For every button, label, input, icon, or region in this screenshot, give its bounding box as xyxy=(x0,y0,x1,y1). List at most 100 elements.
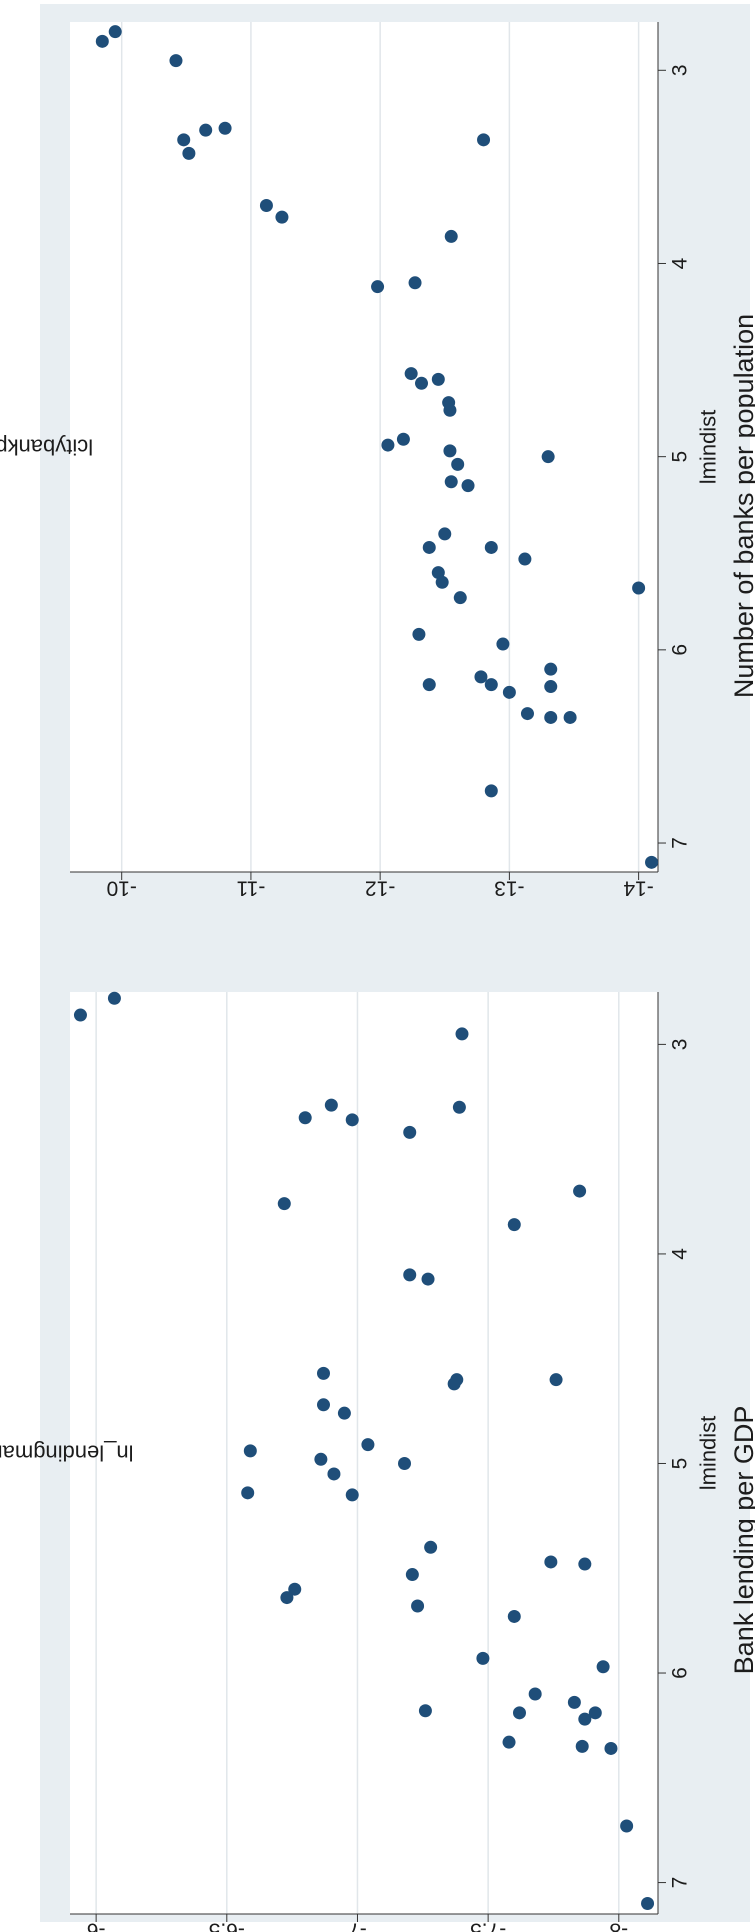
bottom-data-point xyxy=(507,1609,521,1623)
bottom-data-point xyxy=(575,1739,589,1753)
bottom-data-point xyxy=(277,1197,291,1211)
top-data-point xyxy=(431,372,445,386)
bottom-data-point xyxy=(502,1735,516,1749)
top-data-point xyxy=(520,707,534,721)
bottom-data-point xyxy=(327,1467,341,1481)
top-data-point xyxy=(404,367,418,381)
top-data-point xyxy=(435,575,449,589)
bottom-data-point xyxy=(241,1486,255,1500)
top-data-point xyxy=(438,527,452,541)
top-data-point xyxy=(484,784,498,798)
bottom-data-point xyxy=(573,1184,587,1198)
bottom-data-point xyxy=(316,1398,330,1412)
bottom-data-point xyxy=(411,1599,425,1613)
bottom-data-point xyxy=(298,1111,312,1125)
bottom-data-point xyxy=(316,1366,330,1380)
top-data-point xyxy=(218,121,232,135)
bottom-data-point xyxy=(455,1027,469,1041)
top-x-tick-label: 4 xyxy=(669,257,692,269)
top-data-point xyxy=(444,229,458,243)
top-data-point xyxy=(381,438,395,452)
top-data-point xyxy=(484,540,498,554)
top-data-point xyxy=(422,540,436,554)
top-data-point xyxy=(502,685,516,699)
top-data-point xyxy=(444,475,458,489)
top-x-tick-label: 7 xyxy=(669,837,692,849)
bottom-data-point xyxy=(507,1218,521,1232)
top-x-axis-title: lmindist xyxy=(696,410,721,485)
top-y-tick-label: -12 xyxy=(365,877,395,900)
top-data-point xyxy=(541,450,555,464)
bottom-data-point xyxy=(452,1100,466,1114)
bottom-data-point xyxy=(280,1591,294,1605)
bottom-y-axis-title: ln_lendingmanuGDP xyxy=(0,1441,134,1466)
bottom-data-point xyxy=(418,1704,432,1718)
bottom-data-point xyxy=(403,1268,417,1282)
bottom-data-point xyxy=(314,1452,328,1466)
top-plot-area xyxy=(70,22,658,872)
bottom-y-tick-label: -8 xyxy=(609,1919,628,1932)
bottom-data-point xyxy=(405,1568,419,1582)
top-data-point xyxy=(518,552,532,566)
top-data-point xyxy=(177,133,191,147)
bottom-data-point xyxy=(398,1456,412,1470)
top-data-point xyxy=(477,133,491,147)
top-y-tick-label: -11 xyxy=(237,877,266,900)
bottom-x-axis-title: lmindist xyxy=(696,1416,721,1491)
bottom-chart-title: Bank lending per GDP xyxy=(729,1406,755,1675)
bottom-data-point xyxy=(549,1373,563,1387)
bottom-data-point xyxy=(596,1660,610,1674)
bottom-data-point xyxy=(512,1706,526,1720)
top-data-point xyxy=(484,678,498,692)
top-data-point xyxy=(563,710,577,724)
bottom-data-point xyxy=(243,1444,257,1458)
top-chart-group: -10 -11 -12 -13 -14 3 4 5 6 7 lmindist lcitybankpop… xyxy=(0,22,755,900)
bottom-data-point xyxy=(424,1540,438,1554)
bottom-data-point xyxy=(324,1098,338,1112)
bottom-data-point xyxy=(567,1695,581,1709)
bottom-data-point xyxy=(641,1897,655,1911)
top-data-point xyxy=(443,444,457,458)
bottom-data-point xyxy=(476,1651,490,1665)
bottom-data-point xyxy=(337,1406,351,1420)
top-data-point xyxy=(645,855,659,869)
bottom-x-tick-label: 7 xyxy=(669,1877,692,1889)
bottom-y-tick-label: -7.5 xyxy=(470,1919,506,1932)
top-data-point xyxy=(544,710,558,724)
bottom-data-point xyxy=(403,1125,417,1139)
top-data-point xyxy=(95,34,109,48)
bottom-data-point xyxy=(588,1706,602,1720)
top-data-point xyxy=(169,54,183,68)
top-data-point xyxy=(496,637,510,651)
bottom-data-point xyxy=(578,1712,592,1726)
bottom-y-tick-label: -7 xyxy=(348,1919,367,1932)
top-data-point xyxy=(412,627,426,641)
bottom-chart-group: -6 -6.5 -7 -7.5 -8 3 4 5 6 7 lmindist ln_lendingman… xyxy=(0,991,755,1932)
bottom-plot-area xyxy=(70,992,658,1914)
bottom-data-point xyxy=(421,1272,435,1286)
bottom-x-tick-label: 4 xyxy=(669,1248,692,1260)
bottom-data-point xyxy=(345,1488,359,1502)
top-chart-title: Number of banks per population xyxy=(729,314,755,698)
top-data-point xyxy=(108,25,122,39)
bottom-x-tick-label: 3 xyxy=(669,1039,692,1051)
top-data-point xyxy=(443,403,457,417)
bottom-data-point xyxy=(447,1377,461,1391)
bottom-data-point xyxy=(73,1008,87,1022)
bottom-data-point xyxy=(107,991,121,1005)
bottom-data-point xyxy=(361,1438,375,1452)
top-x-tick-label: 5 xyxy=(669,451,692,463)
top-data-point xyxy=(371,280,385,294)
bottom-x-tick-label: 6 xyxy=(669,1667,692,1679)
top-data-point xyxy=(408,276,422,290)
top-data-point xyxy=(396,432,410,446)
top-data-point xyxy=(275,210,289,224)
top-data-point xyxy=(453,591,467,605)
top-data-point xyxy=(544,680,558,694)
top-data-point xyxy=(415,376,429,390)
bottom-data-point xyxy=(288,1582,302,1596)
bottom-data-point xyxy=(604,1741,618,1755)
bottom-data-point xyxy=(544,1555,558,1569)
top-data-point xyxy=(632,581,646,595)
